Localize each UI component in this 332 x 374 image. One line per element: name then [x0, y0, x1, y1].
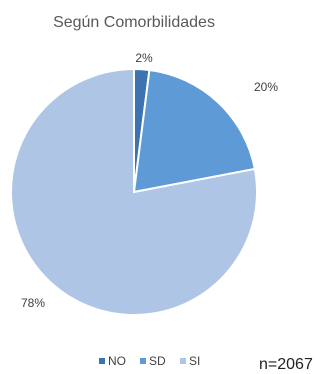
- legend-label-no: NO: [108, 354, 126, 368]
- legend-label-si: SI: [189, 354, 200, 368]
- data-label-no: 2%: [135, 51, 153, 65]
- legend: NO SD SI: [99, 354, 200, 368]
- pie-slice-si: [10, 67, 258, 316]
- legend-swatch-si: [180, 358, 186, 364]
- data-label-sd: 20%: [254, 80, 278, 94]
- pie-slice-sd: [132, 68, 256, 194]
- legend-label-sd: SD: [149, 354, 166, 368]
- legend-swatch-sd: [140, 358, 146, 364]
- pie-slices: [10, 67, 258, 316]
- data-label-si: 78%: [21, 296, 45, 310]
- chart-title: Según Comorbilidades: [53, 14, 215, 31]
- legend-swatch-no: [99, 358, 105, 364]
- pie-data-labels: 2% 20% 78%: [21, 51, 278, 310]
- sample-size-note: n=2067: [259, 356, 313, 373]
